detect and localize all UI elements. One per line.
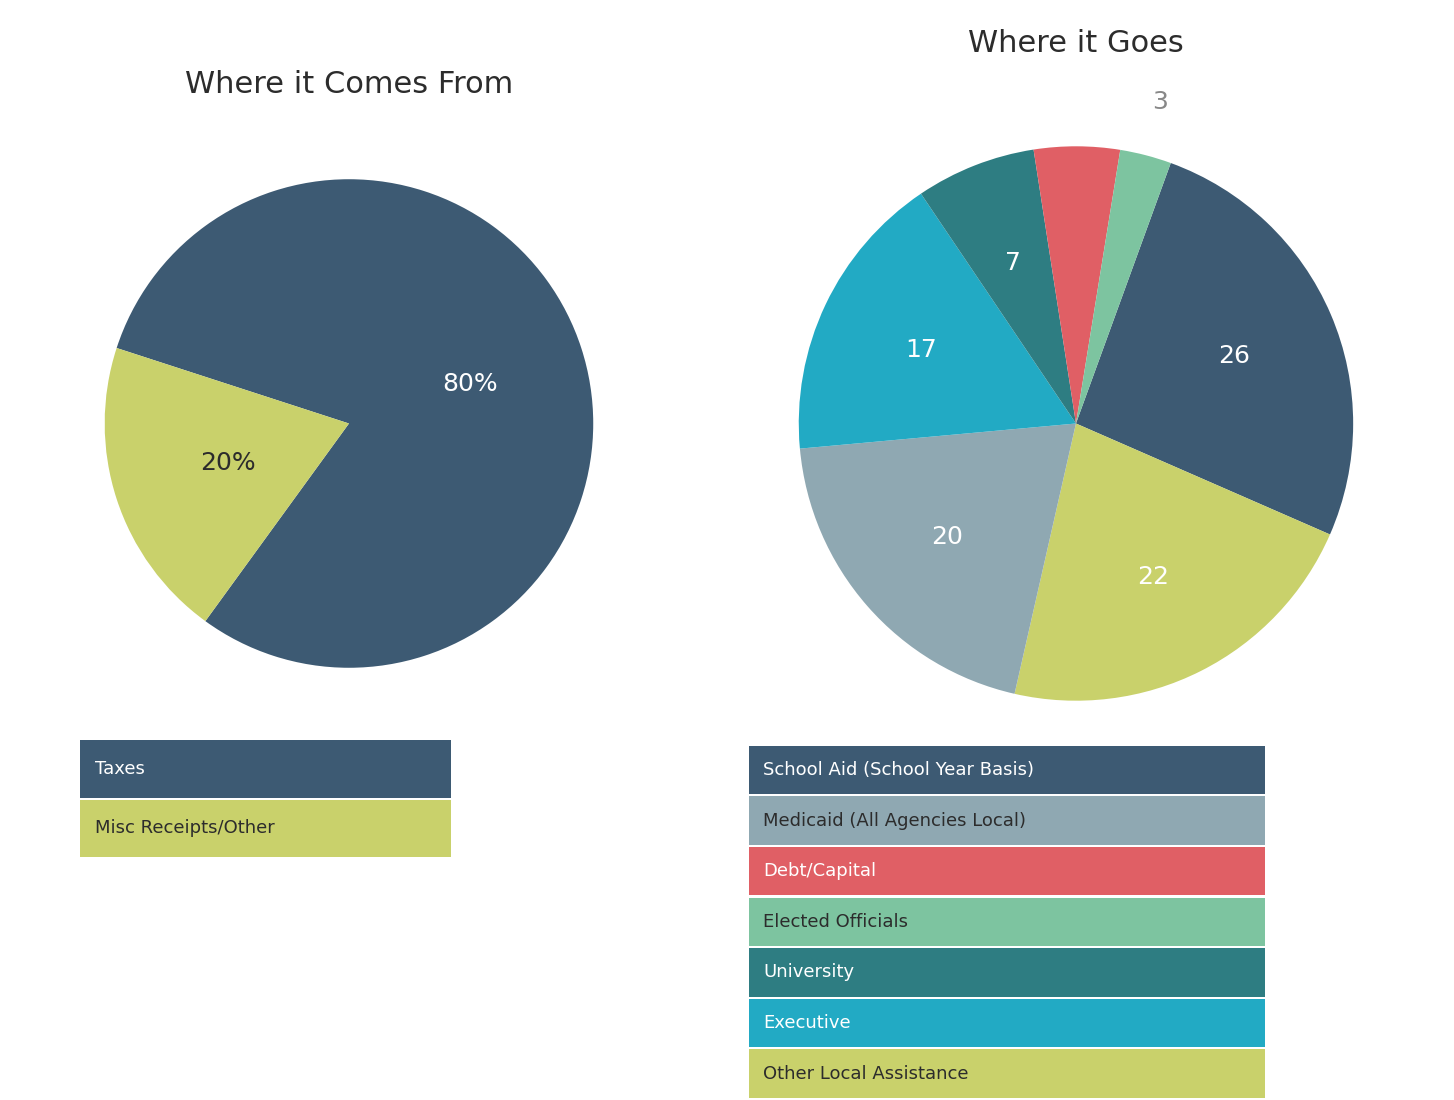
Wedge shape <box>920 150 1076 424</box>
Text: 3: 3 <box>1152 89 1168 113</box>
Text: 5: 5 <box>1069 240 1085 264</box>
Wedge shape <box>1076 163 1354 535</box>
Wedge shape <box>116 179 593 668</box>
Title: Where it Goes: Where it Goes <box>968 29 1184 58</box>
Text: Other Local Assistance: Other Local Assistance <box>763 1065 968 1082</box>
Text: 17: 17 <box>904 338 936 362</box>
Text: Executive: Executive <box>763 1014 851 1032</box>
Text: 20%: 20% <box>201 451 256 475</box>
Text: School Aid (School Year Basis): School Aid (School Year Basis) <box>763 761 1034 779</box>
Wedge shape <box>1015 424 1330 701</box>
Wedge shape <box>800 424 1076 694</box>
Wedge shape <box>1034 146 1120 424</box>
Text: Taxes: Taxes <box>95 760 144 778</box>
Text: University: University <box>763 964 855 981</box>
Text: Debt/Capital: Debt/Capital <box>763 862 877 880</box>
Text: Elected Officials: Elected Officials <box>763 913 909 931</box>
Text: 20: 20 <box>931 525 963 549</box>
Text: Misc Receipts/Other: Misc Receipts/Other <box>95 820 275 837</box>
Text: Medicaid (All Agencies Local): Medicaid (All Agencies Local) <box>763 812 1027 829</box>
Text: 22: 22 <box>1137 565 1169 588</box>
Text: 26: 26 <box>1218 344 1250 367</box>
Text: 80%: 80% <box>442 372 497 396</box>
Wedge shape <box>798 194 1076 449</box>
Wedge shape <box>105 348 349 622</box>
Wedge shape <box>1076 150 1170 424</box>
Text: 7: 7 <box>1005 252 1021 275</box>
Title: Where it Comes From: Where it Comes From <box>185 70 513 99</box>
